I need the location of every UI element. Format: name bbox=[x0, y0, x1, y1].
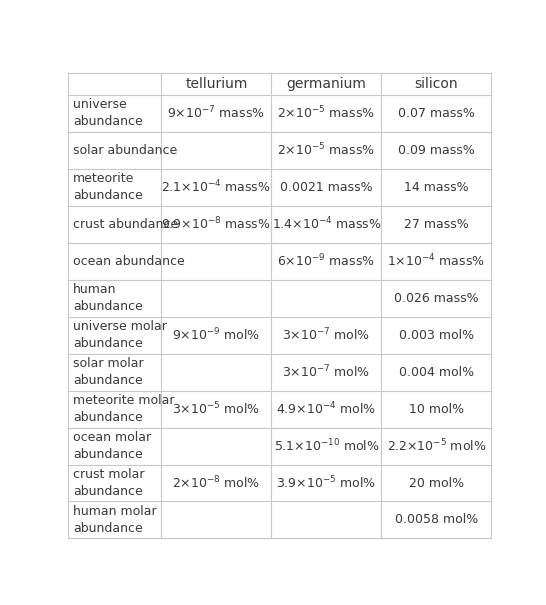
Text: $3{\times}10^{-7}$ mol%: $3{\times}10^{-7}$ mol% bbox=[282, 364, 371, 381]
Text: 0.003 mol%: 0.003 mol% bbox=[399, 329, 474, 342]
Text: $9{\times}10^{-7}$ mass%: $9{\times}10^{-7}$ mass% bbox=[168, 105, 265, 122]
Text: $3.9{\times}10^{-5}$ mol%: $3.9{\times}10^{-5}$ mol% bbox=[276, 475, 376, 491]
Text: solar abundance: solar abundance bbox=[73, 144, 177, 157]
Text: 27 mass%: 27 mass% bbox=[404, 218, 469, 231]
Text: universe molar
abundance: universe molar abundance bbox=[73, 320, 167, 350]
Text: $1.4{\times}10^{-4}$ mass%: $1.4{\times}10^{-4}$ mass% bbox=[271, 216, 381, 232]
Text: 0.026 mass%: 0.026 mass% bbox=[394, 292, 479, 305]
Text: 0.004 mol%: 0.004 mol% bbox=[399, 365, 474, 379]
Text: tellurium: tellurium bbox=[185, 77, 247, 91]
Text: 10 mol%: 10 mol% bbox=[409, 402, 464, 416]
Text: universe
abundance: universe abundance bbox=[73, 99, 143, 128]
Text: meteorite molar
abundance: meteorite molar abundance bbox=[73, 394, 175, 424]
Text: $2.1{\times}10^{-4}$ mass%: $2.1{\times}10^{-4}$ mass% bbox=[162, 179, 271, 195]
Text: $9.9{\times}10^{-8}$ mass%: $9.9{\times}10^{-8}$ mass% bbox=[162, 216, 271, 232]
Text: solar molar
abundance: solar molar abundance bbox=[73, 357, 144, 387]
Text: $4.9{\times}10^{-4}$ mol%: $4.9{\times}10^{-4}$ mol% bbox=[276, 401, 376, 417]
Text: $3{\times}10^{-5}$ mol%: $3{\times}10^{-5}$ mol% bbox=[172, 401, 260, 417]
Text: 0.0058 mol%: 0.0058 mol% bbox=[395, 514, 478, 526]
Text: $6{\times}10^{-9}$ mass%: $6{\times}10^{-9}$ mass% bbox=[277, 253, 375, 270]
Text: $2{\times}10^{-5}$ mass%: $2{\times}10^{-5}$ mass% bbox=[277, 142, 375, 159]
Text: crust abundance: crust abundance bbox=[73, 218, 179, 231]
Text: $2.2{\times}10^{-5}$ mol%: $2.2{\times}10^{-5}$ mol% bbox=[387, 438, 486, 454]
Text: human molar
abundance: human molar abundance bbox=[73, 505, 157, 535]
Text: $5.1{\times}10^{-10}$ mol%: $5.1{\times}10^{-10}$ mol% bbox=[274, 438, 379, 454]
Text: $3{\times}10^{-7}$ mol%: $3{\times}10^{-7}$ mol% bbox=[282, 327, 371, 344]
Text: meteorite
abundance: meteorite abundance bbox=[73, 172, 143, 202]
Text: 14 mass%: 14 mass% bbox=[404, 181, 468, 194]
Text: 0.07 mass%: 0.07 mass% bbox=[398, 107, 475, 120]
Text: $2{\times}10^{-5}$ mass%: $2{\times}10^{-5}$ mass% bbox=[277, 105, 375, 122]
Text: silicon: silicon bbox=[414, 77, 458, 91]
Text: 20 mol%: 20 mol% bbox=[409, 477, 464, 489]
Text: crust molar
abundance: crust molar abundance bbox=[73, 468, 145, 498]
Text: 0.0021 mass%: 0.0021 mass% bbox=[280, 181, 373, 194]
Text: $1{\times}10^{-4}$ mass%: $1{\times}10^{-4}$ mass% bbox=[388, 253, 485, 270]
Text: 0.09 mass%: 0.09 mass% bbox=[398, 144, 475, 157]
Text: $9{\times}10^{-9}$ mol%: $9{\times}10^{-9}$ mol% bbox=[172, 327, 260, 344]
Text: germanium: germanium bbox=[287, 77, 366, 91]
Text: human
abundance: human abundance bbox=[73, 283, 143, 313]
Text: ocean molar
abundance: ocean molar abundance bbox=[73, 431, 151, 461]
Text: ocean abundance: ocean abundance bbox=[73, 255, 185, 268]
Text: $2{\times}10^{-8}$ mol%: $2{\times}10^{-8}$ mol% bbox=[172, 475, 260, 491]
